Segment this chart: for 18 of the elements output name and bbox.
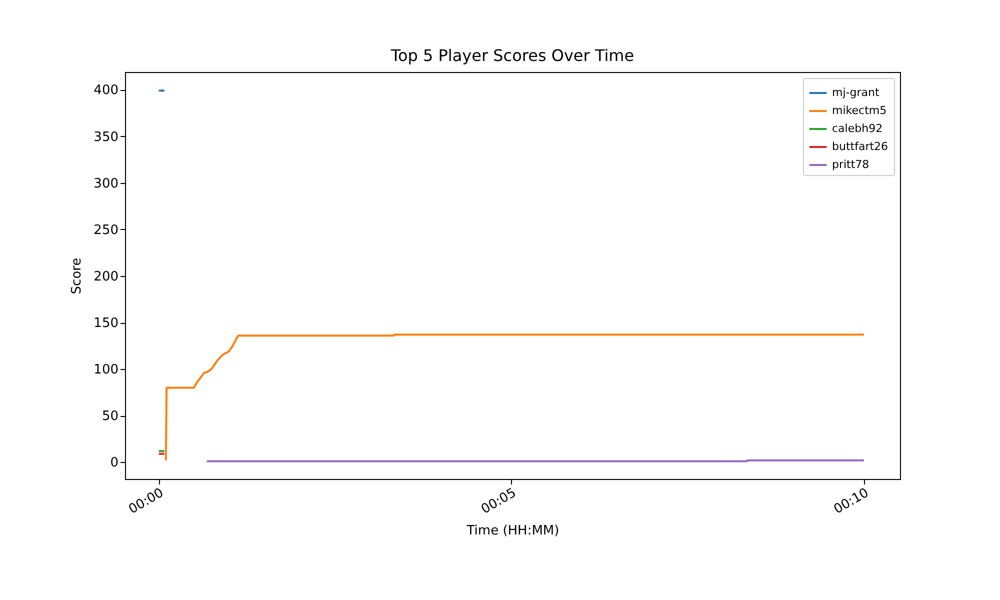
y-tick-label: 50 bbox=[102, 409, 118, 424]
y-tick-label: 150 bbox=[94, 316, 118, 332]
x-axis-title: Time (HH:MM) bbox=[466, 523, 560, 538]
line-series bbox=[164, 334, 865, 462]
chart-title: Top 5 Player Scores Over Time bbox=[390, 46, 634, 65]
legend-label: pritt78 bbox=[832, 158, 870, 171]
y-tick-label: 400 bbox=[94, 83, 118, 98]
y-axis-title: Score bbox=[70, 258, 85, 294]
legend-label: mj-grant bbox=[832, 86, 880, 99]
y-tick-label: 300 bbox=[94, 176, 118, 192]
legend-label: mikectm5 bbox=[832, 104, 887, 117]
legend-label: calebh92 bbox=[832, 122, 883, 135]
legend-label: buttfart26 bbox=[832, 140, 888, 153]
y-tick-label: 350 bbox=[94, 130, 118, 145]
y-tick-label: 250 bbox=[94, 222, 118, 238]
y-tick-label: 0 bbox=[110, 456, 118, 471]
y-tick-label: 200 bbox=[94, 269, 118, 284]
y-tick-label: 100 bbox=[94, 362, 118, 378]
